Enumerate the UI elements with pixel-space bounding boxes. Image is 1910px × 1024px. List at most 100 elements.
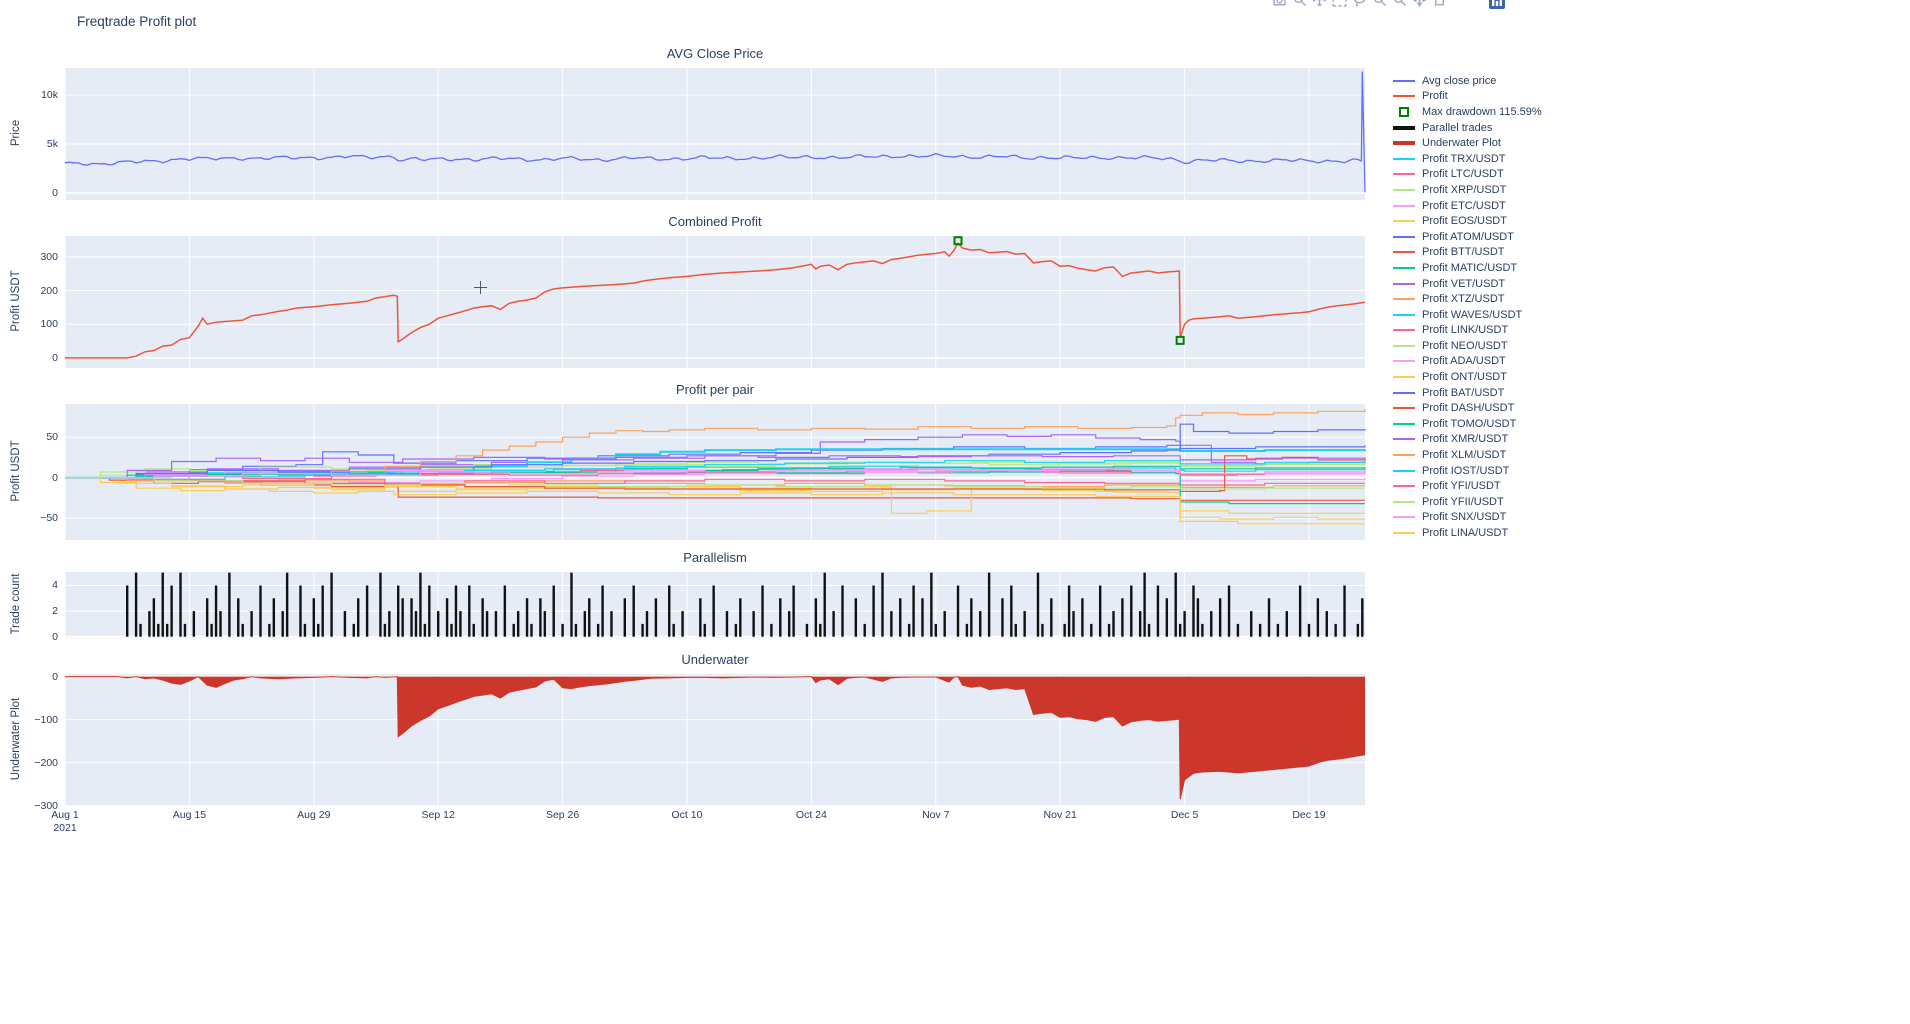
legend-swatch — [1391, 266, 1417, 269]
legend-item-profit-dash-usdt[interactable]: Profit DASH/USDT — [1391, 400, 1542, 416]
x-tick-label: Aug 1 — [51, 809, 79, 821]
modebar-button-zoom[interactable] — [1292, 0, 1307, 7]
modebar-button-zoom-out[interactable] — [1392, 0, 1407, 7]
legend-line-icon — [1393, 313, 1415, 316]
legend-item-max-drawdown-115-59[interactable]: Max drawdown 115.59% — [1391, 104, 1542, 120]
legend-swatch — [1391, 376, 1417, 379]
legend-swatch — [1391, 95, 1417, 98]
legend-label: Max drawdown 115.59% — [1422, 105, 1542, 118]
legend-label: Profit TRX/USDT — [1422, 152, 1506, 165]
modebar-button-download-png[interactable] — [1272, 0, 1287, 7]
legend-swatch — [1391, 344, 1417, 347]
zoom-in-icon — [1374, 0, 1386, 6]
legend-item-profit-ada-usdt[interactable]: Profit ADA/USDT — [1391, 354, 1542, 370]
legend-item-profit-tomo-usdt[interactable]: Profit TOMO/USDT — [1391, 416, 1542, 432]
x-tick-label: Aug 29 — [297, 809, 331, 821]
legend-line-icon — [1393, 157, 1415, 160]
legend-swatch — [1391, 407, 1417, 410]
legend-item-profit-vet-usdt[interactable]: Profit VET/USDT — [1391, 276, 1542, 292]
modebar-button-autoscale[interactable] — [1412, 0, 1427, 8]
legend-item-profit-xmr-usdt[interactable]: Profit XMR/USDT — [1391, 432, 1542, 448]
legend-item-profit-yfi-usdt[interactable]: Profit YFI/USDT — [1391, 478, 1542, 494]
legend-swatch — [1391, 469, 1417, 472]
modebar-button-box-select[interactable] — [1332, 0, 1347, 7]
subplot-0 — [64, 68, 1366, 200]
legend-line-icon — [1393, 422, 1415, 425]
y-tick-label: 300 — [40, 250, 58, 263]
legend-line-icon — [1393, 141, 1415, 146]
y-tick-label: −200 — [34, 756, 58, 769]
legend-item-parallel-trades[interactable]: Parallel trades — [1391, 120, 1542, 136]
figure-title: Freqtrade Profit plot — [77, 14, 197, 29]
autoscale-icon — [1412, 0, 1427, 8]
legend-item-profit-xtz-usdt[interactable]: Profit XTZ/USDT — [1391, 291, 1542, 307]
modebar-button-lasso[interactable] — [1352, 0, 1367, 7]
legend-label: Profit XMR/USDT — [1422, 433, 1509, 446]
legend-swatch — [1391, 485, 1417, 488]
legend-label: Profit XLM/USDT — [1422, 449, 1507, 462]
legend-item-underwater-plot[interactable]: Underwater Plot — [1391, 135, 1542, 151]
plotly-logo-button[interactable] — [1489, 0, 1505, 14]
legend-item-profit-link-usdt[interactable]: Profit LINK/USDT — [1391, 323, 1542, 339]
legend-item-profit-matic-usdt[interactable]: Profit MATIC/USDT — [1391, 260, 1542, 276]
legend-item-profit-yfii-usdt[interactable]: Profit YFII/USDT — [1391, 494, 1542, 510]
y-tick-label: 200 — [40, 284, 58, 297]
zoom-out-icon — [1394, 0, 1406, 6]
legend-line-icon — [1393, 407, 1415, 410]
legend-label: Profit BAT/USDT — [1422, 386, 1505, 399]
legend-line-icon — [1393, 344, 1415, 347]
legend-swatch — [1391, 141, 1417, 146]
legend-label: Profit YFII/USDT — [1422, 495, 1504, 508]
legend-item-profit-eos-usdt[interactable]: Profit EOS/USDT — [1391, 213, 1542, 229]
legend-line-icon — [1393, 485, 1415, 488]
legend-line-icon — [1393, 391, 1415, 394]
y-tick-label: 0 — [52, 187, 58, 199]
legend-label: Profit SNX/USDT — [1422, 511, 1507, 524]
legend-item-profit-lina-usdt[interactable]: Profit LINA/USDT — [1391, 525, 1542, 541]
zoom-icon — [1294, 0, 1306, 6]
legend-item-profit-neo-usdt[interactable]: Profit NEO/USDT — [1391, 338, 1542, 354]
legend-label: Profit — [1422, 90, 1448, 103]
legend-item-profit-trx-usdt[interactable]: Profit TRX/USDT — [1391, 151, 1542, 167]
legend-item-profit-xlm-usdt[interactable]: Profit XLM/USDT — [1391, 447, 1542, 463]
legend-item-profit-atom-usdt[interactable]: Profit ATOM/USDT — [1391, 229, 1542, 245]
legend-label: Profit IOST/USDT — [1422, 464, 1510, 477]
x-tick-label: Oct 10 — [671, 809, 703, 821]
legend: Avg close price Profit Max drawdown 115.59… — [1391, 73, 1542, 541]
x-tick-label: Dec 19 — [1292, 809, 1326, 821]
legend-item-profit-ltc-usdt[interactable]: Profit LTC/USDT — [1391, 167, 1542, 183]
legend-item-profit-waves-usdt[interactable]: Profit WAVES/USDT — [1391, 307, 1542, 323]
legend-line-icon — [1393, 282, 1415, 285]
legend-item-profit-xrp-usdt[interactable]: Profit XRP/USDT — [1391, 182, 1542, 198]
legend-item-profit-bat-usdt[interactable]: Profit BAT/USDT — [1391, 385, 1542, 401]
legend-item-profit-btt-usdt[interactable]: Profit BTT/USDT — [1391, 245, 1542, 261]
modebar-button-zoom-in[interactable] — [1372, 0, 1387, 7]
legend-label: Profit EOS/USDT — [1422, 215, 1507, 228]
modebar-button-reset-axes[interactable] — [1432, 0, 1447, 7]
legend-label: Profit YFI/USDT — [1422, 480, 1501, 493]
legend-swatch — [1391, 79, 1417, 82]
legend-item-avg-close-price[interactable]: Avg close price — [1391, 73, 1542, 89]
legend-item-profit[interactable]: Profit — [1391, 89, 1542, 105]
legend-item-profit-iost-usdt[interactable]: Profit IOST/USDT — [1391, 463, 1542, 479]
y-tick-label: 10k — [41, 88, 58, 101]
y-tick-label: 0 — [52, 630, 58, 643]
legend-swatch — [1391, 125, 1417, 130]
legend-item-profit-ont-usdt[interactable]: Profit ONT/USDT — [1391, 369, 1542, 385]
legend-item-profit-etc-usdt[interactable]: Profit ETC/USDT — [1391, 198, 1542, 214]
legend-label: Profit LINK/USDT — [1422, 324, 1509, 337]
y-tick-label: −300 — [34, 799, 58, 812]
y-tick-label: −100 — [34, 713, 58, 726]
legend-label: Profit WAVES/USDT — [1422, 308, 1523, 321]
legend-line-icon — [1393, 469, 1415, 472]
legend-swatch — [1391, 298, 1417, 301]
legend-line-icon — [1393, 125, 1415, 130]
subplot-3 — [64, 572, 1365, 638]
legend-item-profit-snx-usdt[interactable]: Profit SNX/USDT — [1391, 510, 1542, 526]
modebar-button-pan[interactable] — [1312, 0, 1327, 7]
legend-swatch — [1391, 422, 1417, 425]
legend-line-icon — [1393, 95, 1415, 98]
legend-label: Profit ETC/USDT — [1422, 199, 1506, 212]
